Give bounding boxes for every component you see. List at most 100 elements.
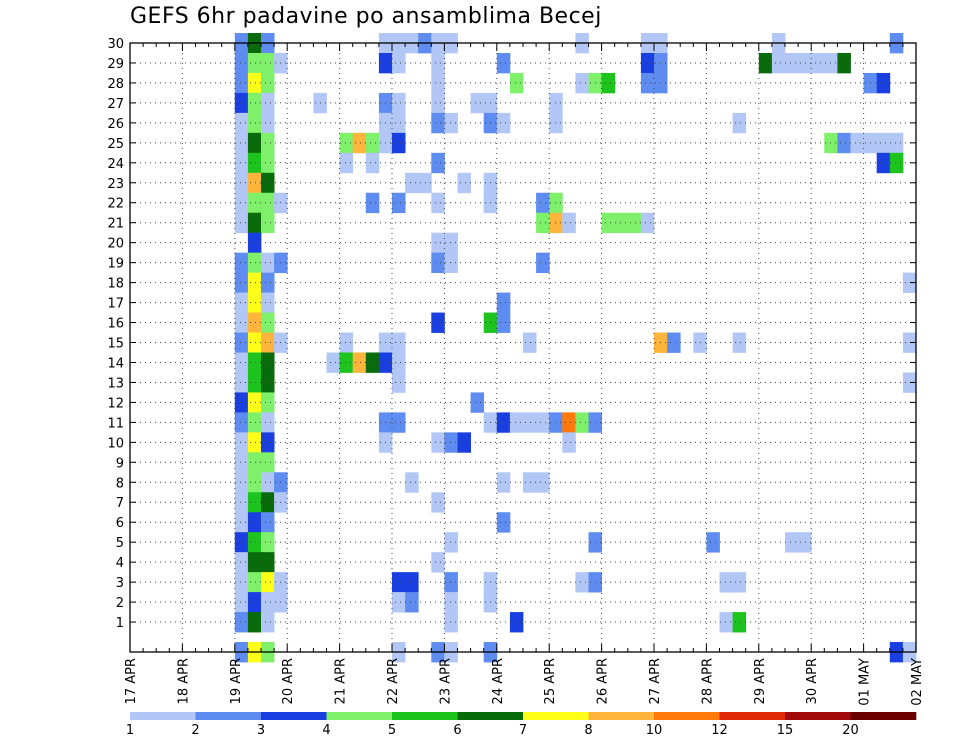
y-tick-label: 25 bbox=[107, 137, 124, 152]
heatmap-cell bbox=[234, 272, 249, 293]
heatmap-cell bbox=[392, 192, 406, 214]
heatmap-cell bbox=[234, 592, 249, 613]
heatmap-cell bbox=[234, 132, 249, 154]
heatmap-cell bbox=[431, 252, 445, 274]
heatmap-cell bbox=[247, 72, 262, 94]
heatmap-cell bbox=[431, 52, 445, 74]
y-tick-label: 13 bbox=[107, 376, 124, 391]
x-tick-label: 18 APR bbox=[176, 658, 191, 704]
heatmap-cell bbox=[261, 392, 275, 413]
heatmap-cell bbox=[261, 592, 275, 613]
heatmap-cell bbox=[496, 412, 511, 433]
y-tick-label: 22 bbox=[107, 197, 124, 212]
heatmap-cell bbox=[523, 412, 537, 433]
y-tick-label: 2 bbox=[116, 596, 124, 611]
heatmap-cell bbox=[234, 112, 249, 134]
heatmap-cell bbox=[601, 72, 616, 94]
heatmap-cell bbox=[365, 132, 380, 154]
heatmap-cell bbox=[234, 72, 249, 94]
heatmap-cell bbox=[365, 352, 380, 373]
heatmap-cell bbox=[261, 352, 275, 373]
heatmap-cell bbox=[261, 432, 275, 453]
heatmap-cell bbox=[261, 72, 275, 94]
heatmap-cell bbox=[234, 512, 249, 533]
heatmap-cell bbox=[247, 532, 262, 553]
colorbar-label: 8 bbox=[584, 723, 592, 738]
heatmap-cell bbox=[247, 452, 262, 473]
heatmap-cell bbox=[496, 512, 511, 533]
heatmap-cell bbox=[234, 492, 249, 513]
heatmap-cell bbox=[509, 412, 524, 433]
x-tick-label: 01 MAY bbox=[858, 658, 873, 706]
heatmap-cell bbox=[247, 432, 262, 453]
heatmap-cell bbox=[392, 332, 406, 353]
heatmap-cell bbox=[261, 572, 275, 593]
y-tick-label: 19 bbox=[107, 257, 124, 272]
heatmap-cell bbox=[444, 112, 458, 134]
heatmap-cell bbox=[798, 52, 812, 74]
heatmap-cell bbox=[392, 352, 406, 373]
y-tick-label: 26 bbox=[107, 117, 124, 132]
heatmap-cell bbox=[601, 212, 616, 234]
heatmap-cell bbox=[352, 132, 367, 154]
colorbar-segment bbox=[850, 712, 917, 720]
heatmap-cell bbox=[614, 212, 629, 234]
heatmap-cell bbox=[405, 592, 419, 613]
heatmap-cell bbox=[392, 112, 406, 134]
heatmap-cell bbox=[562, 412, 576, 433]
heatmap-cell bbox=[444, 592, 458, 613]
heatmap-cell bbox=[247, 232, 262, 254]
y-tick-label: 21 bbox=[107, 217, 124, 232]
x-tick-label: 27 APR bbox=[648, 658, 663, 704]
x-tick-label: 26 APR bbox=[596, 658, 611, 704]
heatmap-cell bbox=[326, 352, 340, 373]
heatmap-cell bbox=[234, 612, 249, 633]
heatmap-cell bbox=[444, 432, 458, 453]
heatmap-cell bbox=[339, 152, 354, 174]
heatmap-cell bbox=[902, 272, 917, 293]
y-tick-label: 16 bbox=[107, 317, 124, 332]
x-tick-label: 28 APR bbox=[700, 658, 715, 704]
y-tick-label: 17 bbox=[107, 297, 124, 312]
y-tick-label: 6 bbox=[116, 516, 124, 531]
heatmap-cell bbox=[876, 152, 891, 174]
x-tick-label: 19 APR bbox=[229, 658, 244, 704]
heatmap-cell bbox=[261, 112, 275, 134]
heatmap-cell bbox=[261, 312, 275, 333]
y-tick-label: 24 bbox=[107, 157, 124, 172]
y-tick-label: 10 bbox=[107, 436, 124, 451]
heatmap-cell bbox=[523, 332, 537, 353]
heatmap-cell bbox=[234, 472, 249, 493]
heatmap-cell bbox=[234, 52, 249, 74]
heatmap-cell bbox=[234, 532, 249, 553]
heatmap-cell bbox=[444, 532, 458, 553]
y-tick-label: 11 bbox=[107, 416, 124, 431]
heatmap-cell bbox=[732, 612, 747, 633]
heatmap-cell bbox=[392, 592, 406, 613]
heatmap-cell bbox=[247, 192, 262, 214]
heatmap-cell bbox=[732, 332, 747, 353]
heatmap-cell bbox=[247, 372, 262, 393]
colorbar-label: 3 bbox=[257, 723, 265, 738]
heatmap-cell bbox=[876, 132, 891, 154]
heatmap-cell bbox=[247, 612, 262, 633]
heatmap-cell bbox=[431, 192, 445, 214]
colorbar-label: 5 bbox=[388, 723, 396, 738]
y-tick-label: 5 bbox=[116, 536, 124, 551]
heatmap-cell bbox=[575, 572, 589, 593]
y-tick-label: 9 bbox=[116, 456, 124, 471]
heatmap-cell bbox=[261, 52, 275, 74]
x-tick-label: 02 MAY bbox=[910, 658, 925, 706]
heatmap-cell bbox=[352, 352, 367, 373]
y-tick-label: 18 bbox=[107, 277, 124, 292]
colorbar-segment bbox=[457, 712, 524, 720]
heatmap-cell bbox=[444, 232, 458, 254]
heatmap-cell bbox=[392, 52, 406, 74]
heatmap-cell bbox=[261, 152, 275, 174]
y-tick-label: 12 bbox=[107, 396, 124, 411]
colorbar-label: 12 bbox=[711, 723, 728, 738]
heatmap-cell bbox=[247, 312, 262, 333]
colorbar-segment bbox=[392, 712, 458, 720]
heatmap-cell bbox=[234, 412, 249, 433]
